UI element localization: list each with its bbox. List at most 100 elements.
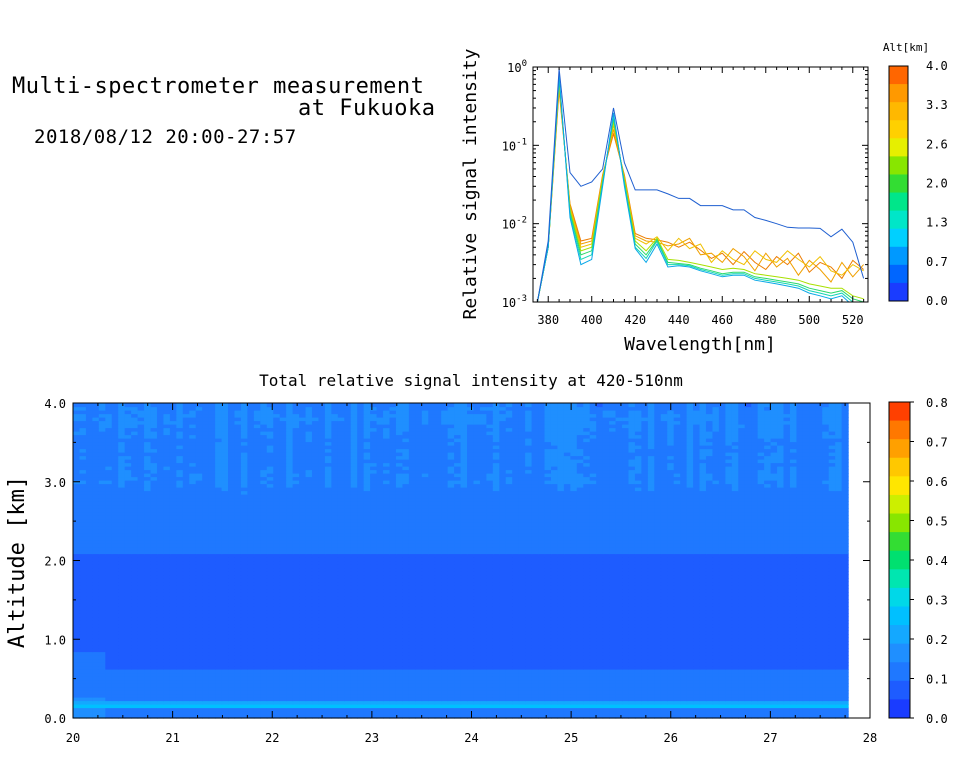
spectrum-series-line (536, 68, 865, 302)
heatmap-cell (583, 606, 591, 611)
heatmap-cell (654, 613, 662, 618)
heatmap-cell (738, 578, 746, 583)
heatmap-cell (783, 606, 791, 611)
heatmap-cell (764, 641, 772, 646)
heatmap-cell (428, 693, 436, 698)
heatmap-cell (292, 595, 300, 600)
heatmap-cell (208, 679, 216, 684)
heatmap-cell (589, 707, 597, 712)
heatmap-cell (492, 704, 500, 709)
heatmap-cell (841, 616, 849, 621)
heatmap-cell (331, 578, 339, 583)
heatmap-cell (279, 613, 287, 618)
heatmap-cell (802, 669, 810, 674)
heatmap-cell (337, 602, 345, 607)
heatmap-cell (731, 648, 739, 653)
heatmap-cell (337, 585, 345, 590)
heatmap-cell (98, 609, 106, 614)
heatmap-cell (389, 658, 397, 663)
heatmap-cell (299, 623, 307, 628)
heatmap-cell (454, 592, 462, 597)
heatmap-cell (376, 711, 384, 716)
heatmap-cell (467, 637, 475, 642)
heatmap-cell (202, 676, 210, 681)
heatmap-cell (802, 609, 810, 614)
heatmap-cell (292, 637, 300, 642)
heatmap-cell (628, 669, 636, 674)
heatmap-cell (279, 609, 287, 614)
heatmap-cell (402, 700, 410, 705)
heatmap-cell (841, 658, 849, 663)
heatmap-cell (331, 641, 339, 646)
heatmap-cell (169, 602, 177, 607)
heatmap-cell (234, 693, 242, 698)
heatmap-cell (654, 700, 662, 705)
heatmap-cell (363, 613, 371, 618)
heatmap-cell (660, 648, 668, 653)
heatmap-cell (228, 683, 236, 688)
heatmap-cell (266, 623, 274, 628)
heatmap-cell (266, 641, 274, 646)
heatmap-cell (318, 676, 326, 681)
heatmap-cell (421, 595, 429, 600)
heatmap-cell (667, 704, 675, 709)
heatmap-cell (731, 700, 739, 705)
heatmap-cell (563, 658, 571, 663)
heatmap-cell (467, 613, 475, 618)
heatmap-cell (383, 714, 391, 719)
heatmap-cell (92, 693, 100, 698)
heatmap-cell (563, 711, 571, 716)
heatmap-cell (731, 644, 739, 649)
heatmap-cell (576, 697, 584, 702)
heatmap-cell (705, 679, 714, 684)
heatmap-cell (415, 686, 423, 691)
heatmap-cell (609, 662, 617, 667)
heatmap-cell (809, 609, 817, 614)
heatmap-cell (324, 651, 332, 656)
heatmap-cell (376, 578, 384, 583)
heatmap-cell (299, 641, 307, 646)
heatmap-cell (563, 672, 571, 677)
heatmap-cell (802, 623, 810, 628)
heatmap-cell (634, 606, 642, 611)
heatmap-cell (447, 662, 455, 667)
heatmap-cell (705, 585, 714, 590)
heatmap-cell (357, 613, 365, 618)
heatmap-cell (441, 581, 449, 586)
heatmap-cell (596, 609, 604, 614)
heatmap-cell (447, 683, 455, 688)
heatmap-cell (273, 595, 281, 600)
heatmap-cell (473, 627, 481, 632)
heatmap-cell (260, 588, 268, 593)
heatmap-cell (176, 690, 184, 695)
heatmap-cell (279, 651, 287, 656)
heatmap-cell (357, 644, 365, 649)
heatmap-cell (421, 651, 429, 656)
heatmap-cell (137, 686, 145, 691)
heatmap-cell (783, 711, 791, 716)
heatmap-cell (363, 693, 371, 698)
heatmap-cell (789, 627, 798, 632)
heatmap-cell (292, 655, 300, 660)
heatmap-cell (215, 672, 223, 677)
heatmap-cell (124, 648, 132, 653)
heatmap-cell (531, 662, 539, 667)
heatmap-cell (550, 707, 559, 712)
heatmap-cell (195, 599, 203, 604)
heatmap-cell (751, 602, 759, 607)
heatmap-cell (402, 578, 410, 583)
heatmap-cell (641, 662, 649, 667)
heatmap-cell (789, 581, 798, 586)
heatmap-cell (680, 623, 688, 628)
heatmap-cell (85, 613, 93, 618)
heatmap-cell (105, 679, 113, 684)
heatmap-cell (686, 714, 694, 719)
heatmap-cell (634, 690, 642, 695)
heatmap-cell (576, 592, 584, 597)
heatmap-cell (479, 679, 487, 684)
heatmap-cell (253, 644, 261, 649)
heatmap-cell (428, 578, 436, 583)
heatmap-cell (725, 676, 733, 681)
heatmap-cell (415, 595, 423, 600)
heatmap-cell (383, 662, 391, 667)
